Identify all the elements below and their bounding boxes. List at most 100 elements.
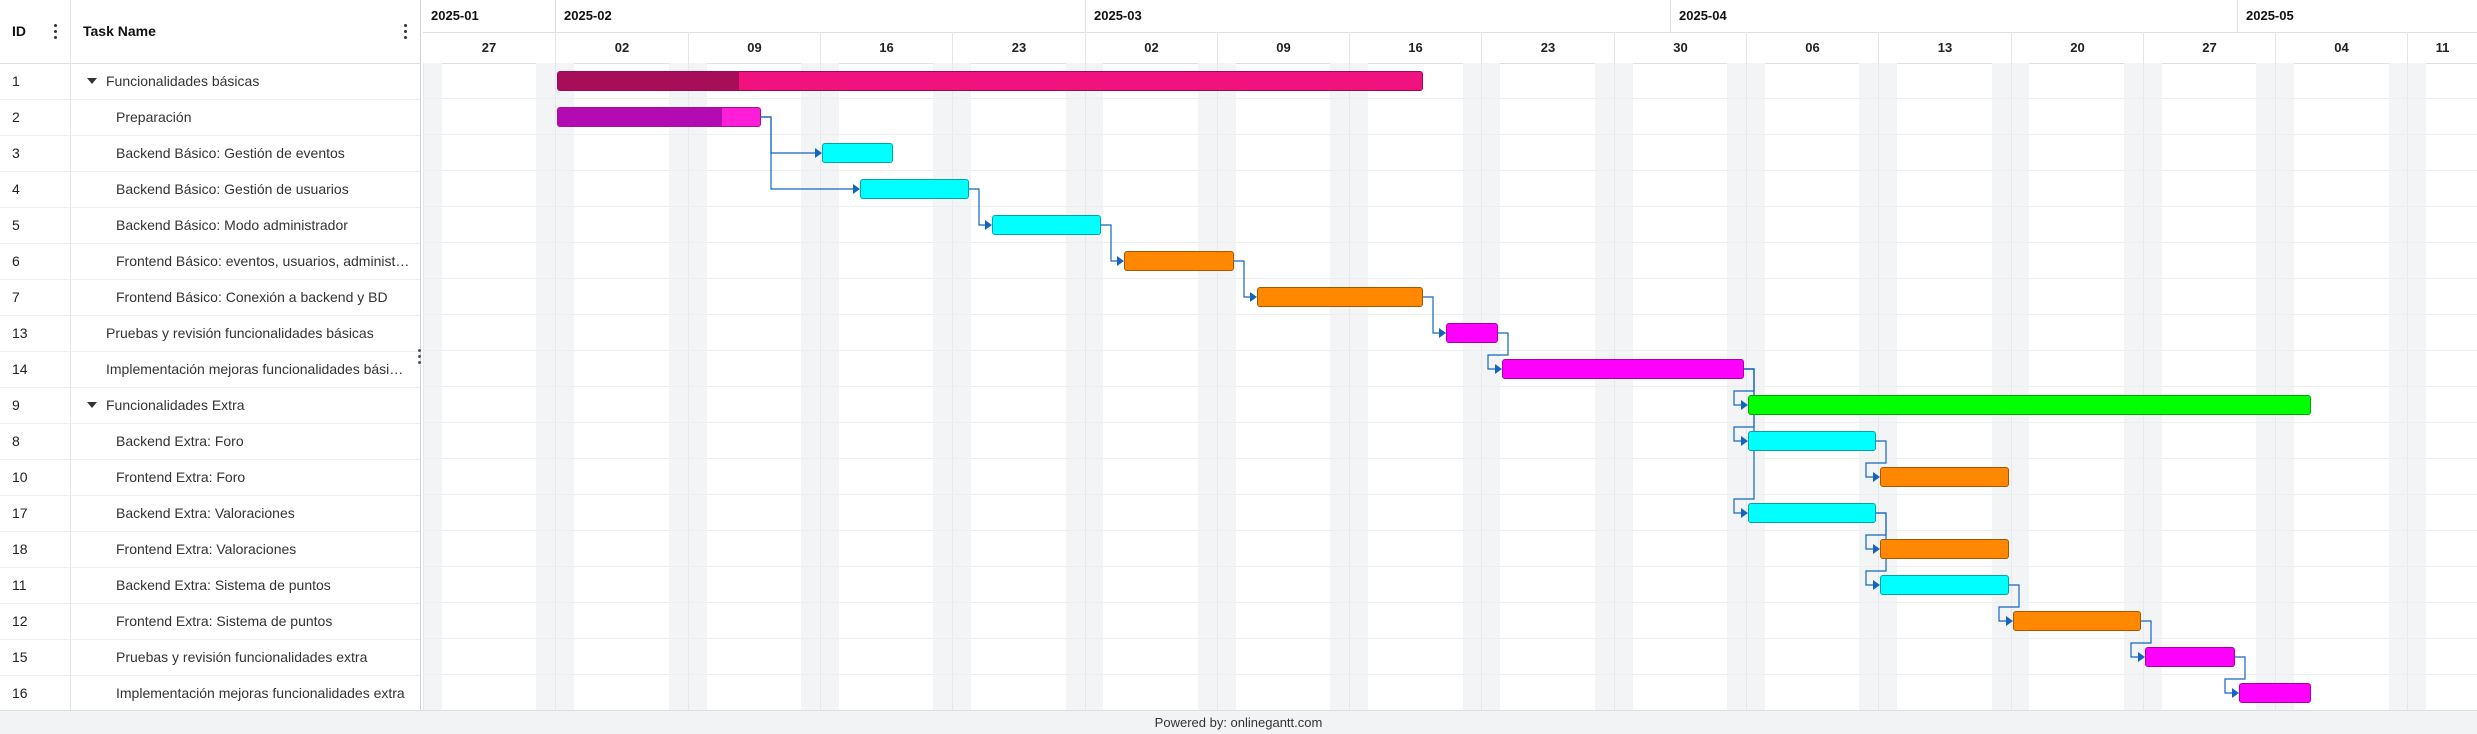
task-name[interactable]: Preparación [116,109,192,125]
task-row[interactable]: 18 Frontend Extra: Valoraciones [0,531,420,568]
link-arrow-icon [985,220,992,230]
task-name[interactable]: Backend Básico: Gestión de usuarios [116,181,349,197]
task-name[interactable]: Pruebas y revisión funcionalidades extra [116,649,368,665]
dependency-link[interactable] [1101,224,1118,262]
task-bar[interactable] [1880,467,2009,487]
task-bar[interactable] [1446,323,1498,343]
task-name[interactable]: Funcionalidades Extra [106,397,245,413]
row-gridline [423,458,2477,459]
week-label: 11 [2407,32,2477,63]
task-row[interactable]: 7 Frontend Básico: Conexión a backend y B… [0,279,420,316]
task-name[interactable]: Frontend Básico: eventos, usuarios, admi… [116,253,410,269]
collapse-caret-icon[interactable] [87,402,97,408]
grid-header: ID Task Name [0,0,420,64]
task-name[interactable]: Backend Básico: Gestión de eventos [116,145,345,161]
task-name-column-header[interactable]: Task Name [83,23,156,39]
week-label: 27 [481,40,497,55]
task-bar[interactable] [1257,287,1423,307]
task-row[interactable]: 17 Backend Extra: Valoraciones [0,495,420,532]
link-arrow-icon [1439,328,1446,338]
month-label: 2025-03 [1085,0,1670,32]
week-label: 06 [1746,32,1878,63]
task-row[interactable]: 11 Backend Extra: Sistema de puntos [0,567,420,604]
task-bar[interactable] [860,179,969,199]
task-bar[interactable] [557,71,1423,91]
grid-resize-handle[interactable] [417,348,423,364]
month-label: 2025-01 [431,8,479,23]
task-bar[interactable] [992,215,1101,235]
id-column-header[interactable]: ID [12,23,26,39]
task-name[interactable]: Pruebas y revisión funcionalidades básic… [106,325,374,341]
task-id: 11 [12,577,27,593]
row-gridline [423,386,2477,387]
task-row[interactable]: 9 Funcionalidades Extra [0,387,420,424]
task-row[interactable]: 1 Funcionalidades básicas [0,63,420,100]
task-row[interactable]: 10 Frontend Extra: Foro [0,459,420,496]
task-bar[interactable] [822,143,893,163]
task-name[interactable]: Backend Extra: Foro [116,433,244,449]
row-gridline [423,98,2477,99]
task-name[interactable]: Implementación mejoras funcionalidades b… [106,361,410,377]
task-id: 18 [12,541,28,557]
task-bar[interactable] [1124,251,1234,271]
task-row[interactable]: 4 Backend Básico: Gestión de usuarios [0,171,420,208]
row-gridline [423,566,2477,567]
week-label: 09 [688,32,820,63]
task-row[interactable]: 8 Backend Extra: Foro [0,423,420,460]
task-row[interactable]: 14 Implementación mejoras funcionalidades… [0,351,420,388]
week-label: 20 [2011,32,2143,63]
task-id: 12 [12,613,28,629]
dependency-link[interactable] [1234,260,1251,298]
footer: Powered by: onlinegantt.com [0,710,2477,734]
task-name[interactable]: Frontend Básico: Conexión a backend y BD [116,289,388,305]
task-row[interactable]: 6 Frontend Básico: eventos, usuarios, adm… [0,243,420,280]
task-row[interactable]: 2 Preparación [0,99,420,136]
row-gridline [423,314,2477,315]
task-name[interactable]: Implementación mejoras funcionalidades e… [116,685,405,701]
week-label: 16 [1349,32,1481,63]
task-name[interactable]: Frontend Extra: Foro [116,469,246,485]
task-bar[interactable] [1502,359,1744,379]
powered-by-link[interactable]: Powered by: onlinegantt.com [1154,715,1323,730]
task-id: 13 [12,325,28,341]
task-id: 5 [12,217,20,233]
task-bar[interactable] [2239,683,2311,703]
week-label: 02 [1085,32,1217,63]
task-progress-fill [558,108,722,126]
task-bar[interactable] [557,107,761,127]
task-name[interactable]: Funcionalidades básicas [106,73,260,89]
task-row[interactable]: 13 Pruebas y revisión funcionalidades bás… [0,315,420,352]
task-id: 16 [12,685,28,701]
task-row[interactable]: 12 Frontend Extra: Sistema de puntos [0,603,420,640]
task-row[interactable]: 15 Pruebas y revisión funcionalidades ext… [0,639,420,676]
month-scale: 2025-01 2025-02 2025-03 2025-04 2025-05 [423,0,2477,33]
task-name[interactable]: Frontend Extra: Valoraciones [116,541,297,557]
task-id: 3 [12,145,20,161]
task-bar[interactable] [1748,503,1876,523]
week-scale: 27 02 09 16 23 02 09 16 23 30 06 13 20 27 04 11 [423,32,2477,64]
task-bar[interactable] [1748,395,2311,415]
task-row[interactable]: 5 Backend Básico: Modo administrador [0,207,420,244]
dependency-link[interactable] [969,188,986,226]
task-bar[interactable] [1880,575,2009,595]
task-bar[interactable] [2013,611,2141,631]
task-bar[interactable] [1748,431,1876,451]
week-label: 30 [1614,32,1746,63]
task-name-column-menu-icon[interactable] [400,22,410,42]
task-grid: ID Task Name 1 Funcionalidades básicas 2 Pr… [0,0,423,712]
column-divider [70,0,71,710]
task-name[interactable]: Backend Básico: Modo administrador [116,217,348,233]
task-bar[interactable] [2145,647,2235,667]
collapse-caret-icon[interactable] [87,78,97,84]
id-column-menu-icon[interactable] [50,22,60,42]
task-name[interactable]: Backend Extra: Sistema de puntos [116,577,331,593]
row-gridline [423,350,2477,351]
task-id: 4 [12,181,20,197]
task-name[interactable]: Frontend Extra: Sistema de puntos [116,613,333,629]
task-name[interactable]: Backend Extra: Valoraciones [116,505,295,521]
task-bar[interactable] [1880,539,2009,559]
task-row[interactable]: 16 Implementación mejoras funcionalidades… [0,675,420,712]
task-row[interactable]: 3 Backend Básico: Gestión de eventos [0,135,420,172]
dependency-link[interactable] [1423,296,1440,334]
